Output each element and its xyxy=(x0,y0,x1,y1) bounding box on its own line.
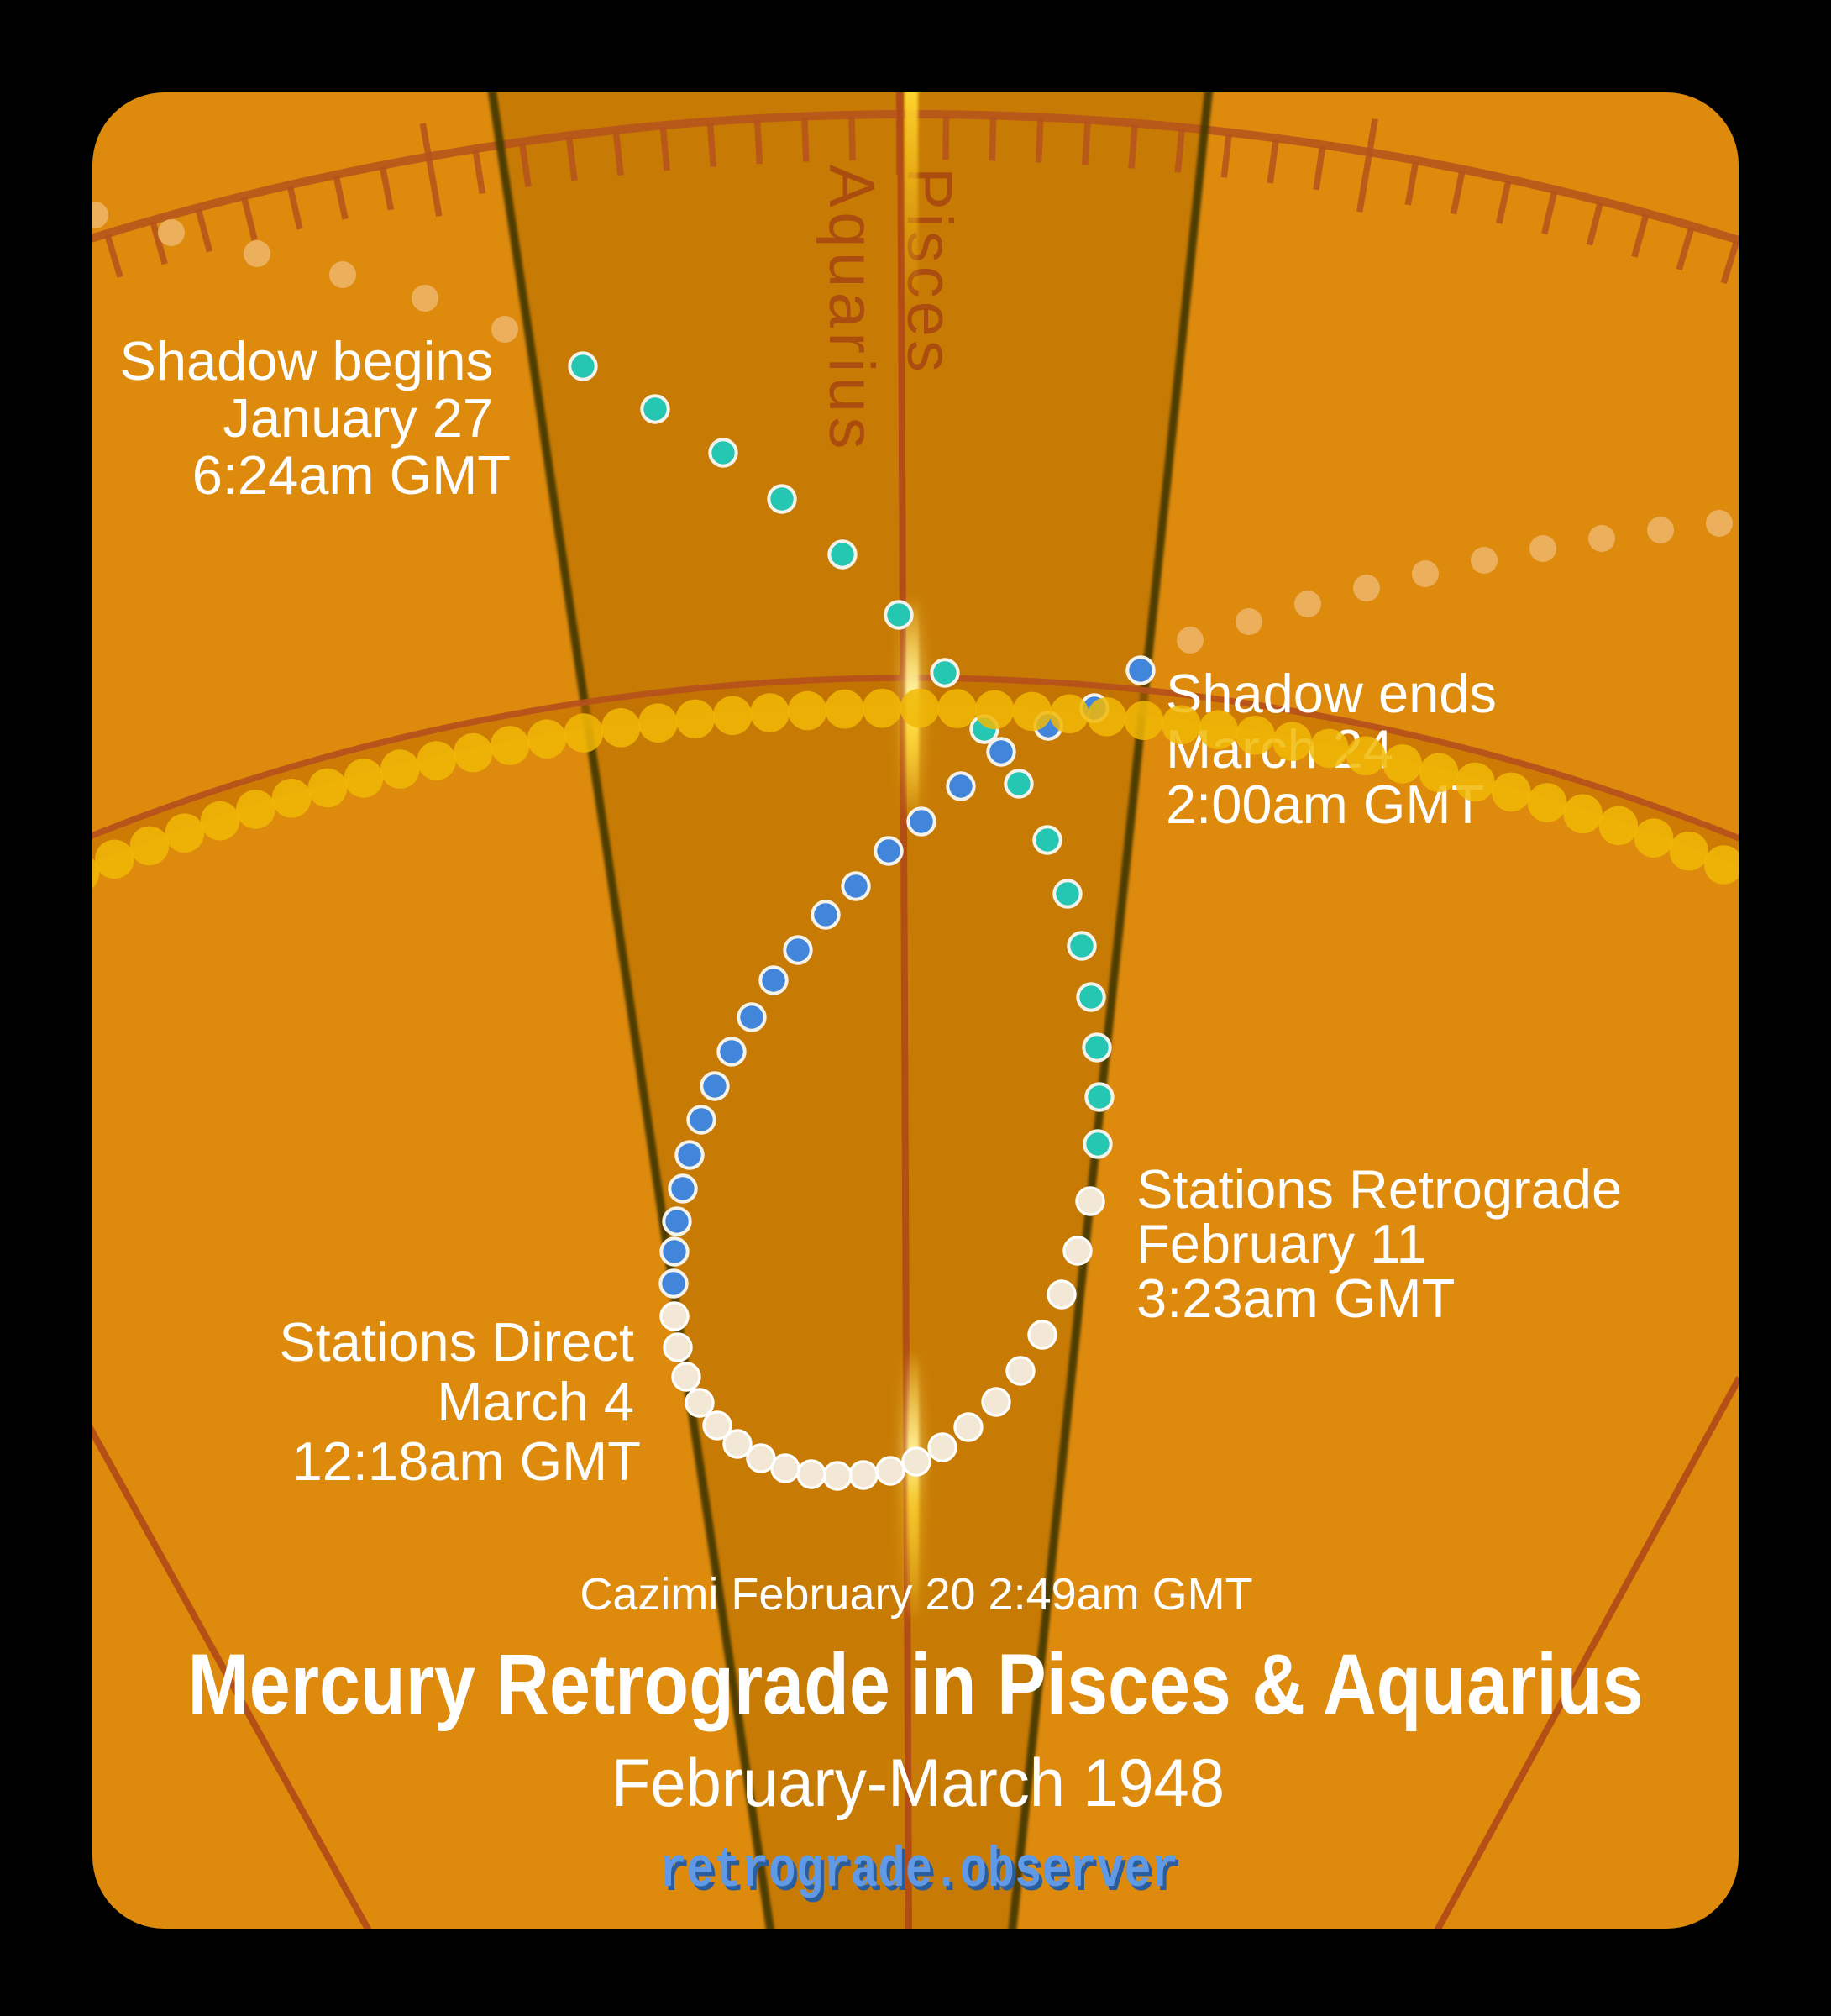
svg-text:March 4: March 4 xyxy=(437,1371,634,1432)
svg-text:February 11: February 11 xyxy=(1136,1213,1427,1274)
svg-text:retrograde.observer: retrograde.observer xyxy=(659,1839,1178,1903)
svg-text:Aquarius: Aquarius xyxy=(816,165,887,454)
svg-text:Shadow begins: Shadow begins xyxy=(120,330,494,391)
svg-text:February-March 1948: February-March 1948 xyxy=(611,1746,1225,1821)
svg-text:Cazimi February 20 2:49am GMT: Cazimi February 20 2:49am GMT xyxy=(580,1569,1252,1620)
svg-text:Pisces: Pisces xyxy=(894,167,965,375)
svg-text:Stations Direct: Stations Direct xyxy=(279,1311,634,1373)
svg-text:12:18am GMT: 12:18am GMT xyxy=(292,1431,641,1492)
svg-text:6:24am GMT: 6:24am GMT xyxy=(192,444,511,506)
svg-text:retrograde.observer: retrograde.observer xyxy=(663,1843,1182,1908)
svg-text:Mercury Retrograde in Pisces &: Mercury Retrograde in Pisces & Aquarius xyxy=(188,1636,1644,1732)
svg-text:January 27: January 27 xyxy=(223,387,493,449)
svg-text:Stations Retrograde: Stations Retrograde xyxy=(1136,1158,1622,1220)
svg-text:3:23am GMT: 3:23am GMT xyxy=(1136,1268,1455,1329)
